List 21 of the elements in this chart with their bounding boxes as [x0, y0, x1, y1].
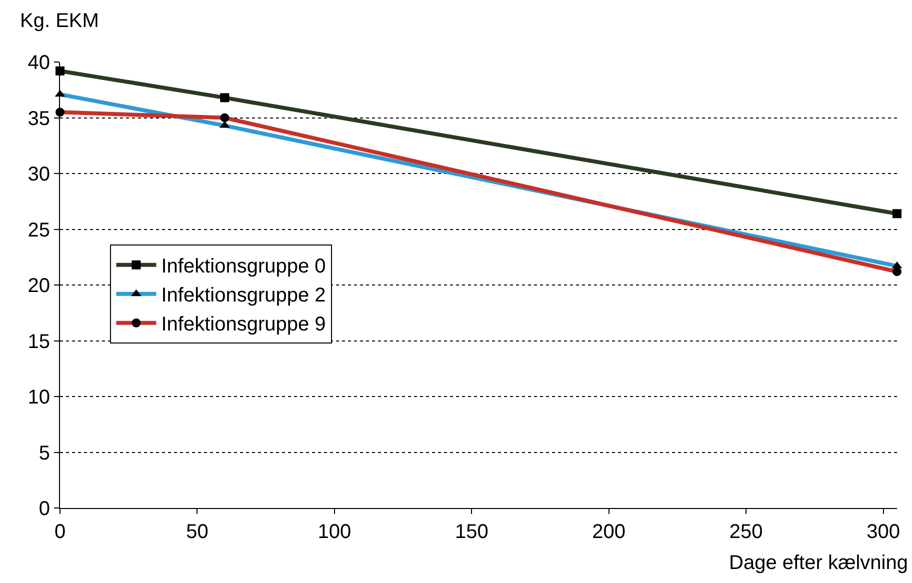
y-tick-label: 35	[28, 108, 50, 130]
legend-label: Infektionsgruppe 9	[161, 314, 326, 336]
x-tick-label: 200	[592, 521, 626, 543]
x-tick-label: 150	[454, 521, 488, 543]
x-axis-title: Dage efter kælvning	[729, 552, 908, 574]
x-tick-label: 50	[186, 521, 208, 543]
y-tick-label: 20	[28, 275, 50, 297]
x-tick-label: 250	[729, 521, 763, 543]
y-axis-title: Kg. EKM	[20, 10, 99, 32]
x-tick-label: 100	[318, 521, 352, 543]
y-tick-label: 15	[28, 330, 50, 353]
y-tick-label: 0	[38, 498, 50, 520]
x-tick-label: 300	[866, 521, 900, 543]
y-tick-label: 30	[28, 164, 50, 186]
y-tick-label: 40	[28, 52, 50, 74]
legend-label: Infektionsgruppe 2	[161, 284, 326, 307]
x-tick-label: 0	[54, 521, 66, 543]
y-tick-label: 10	[28, 386, 50, 408]
y-tick-label: 25	[28, 219, 50, 242]
legend-label: Infektionsgruppe 0	[161, 256, 326, 278]
y-tick-label: 5	[38, 442, 50, 464]
